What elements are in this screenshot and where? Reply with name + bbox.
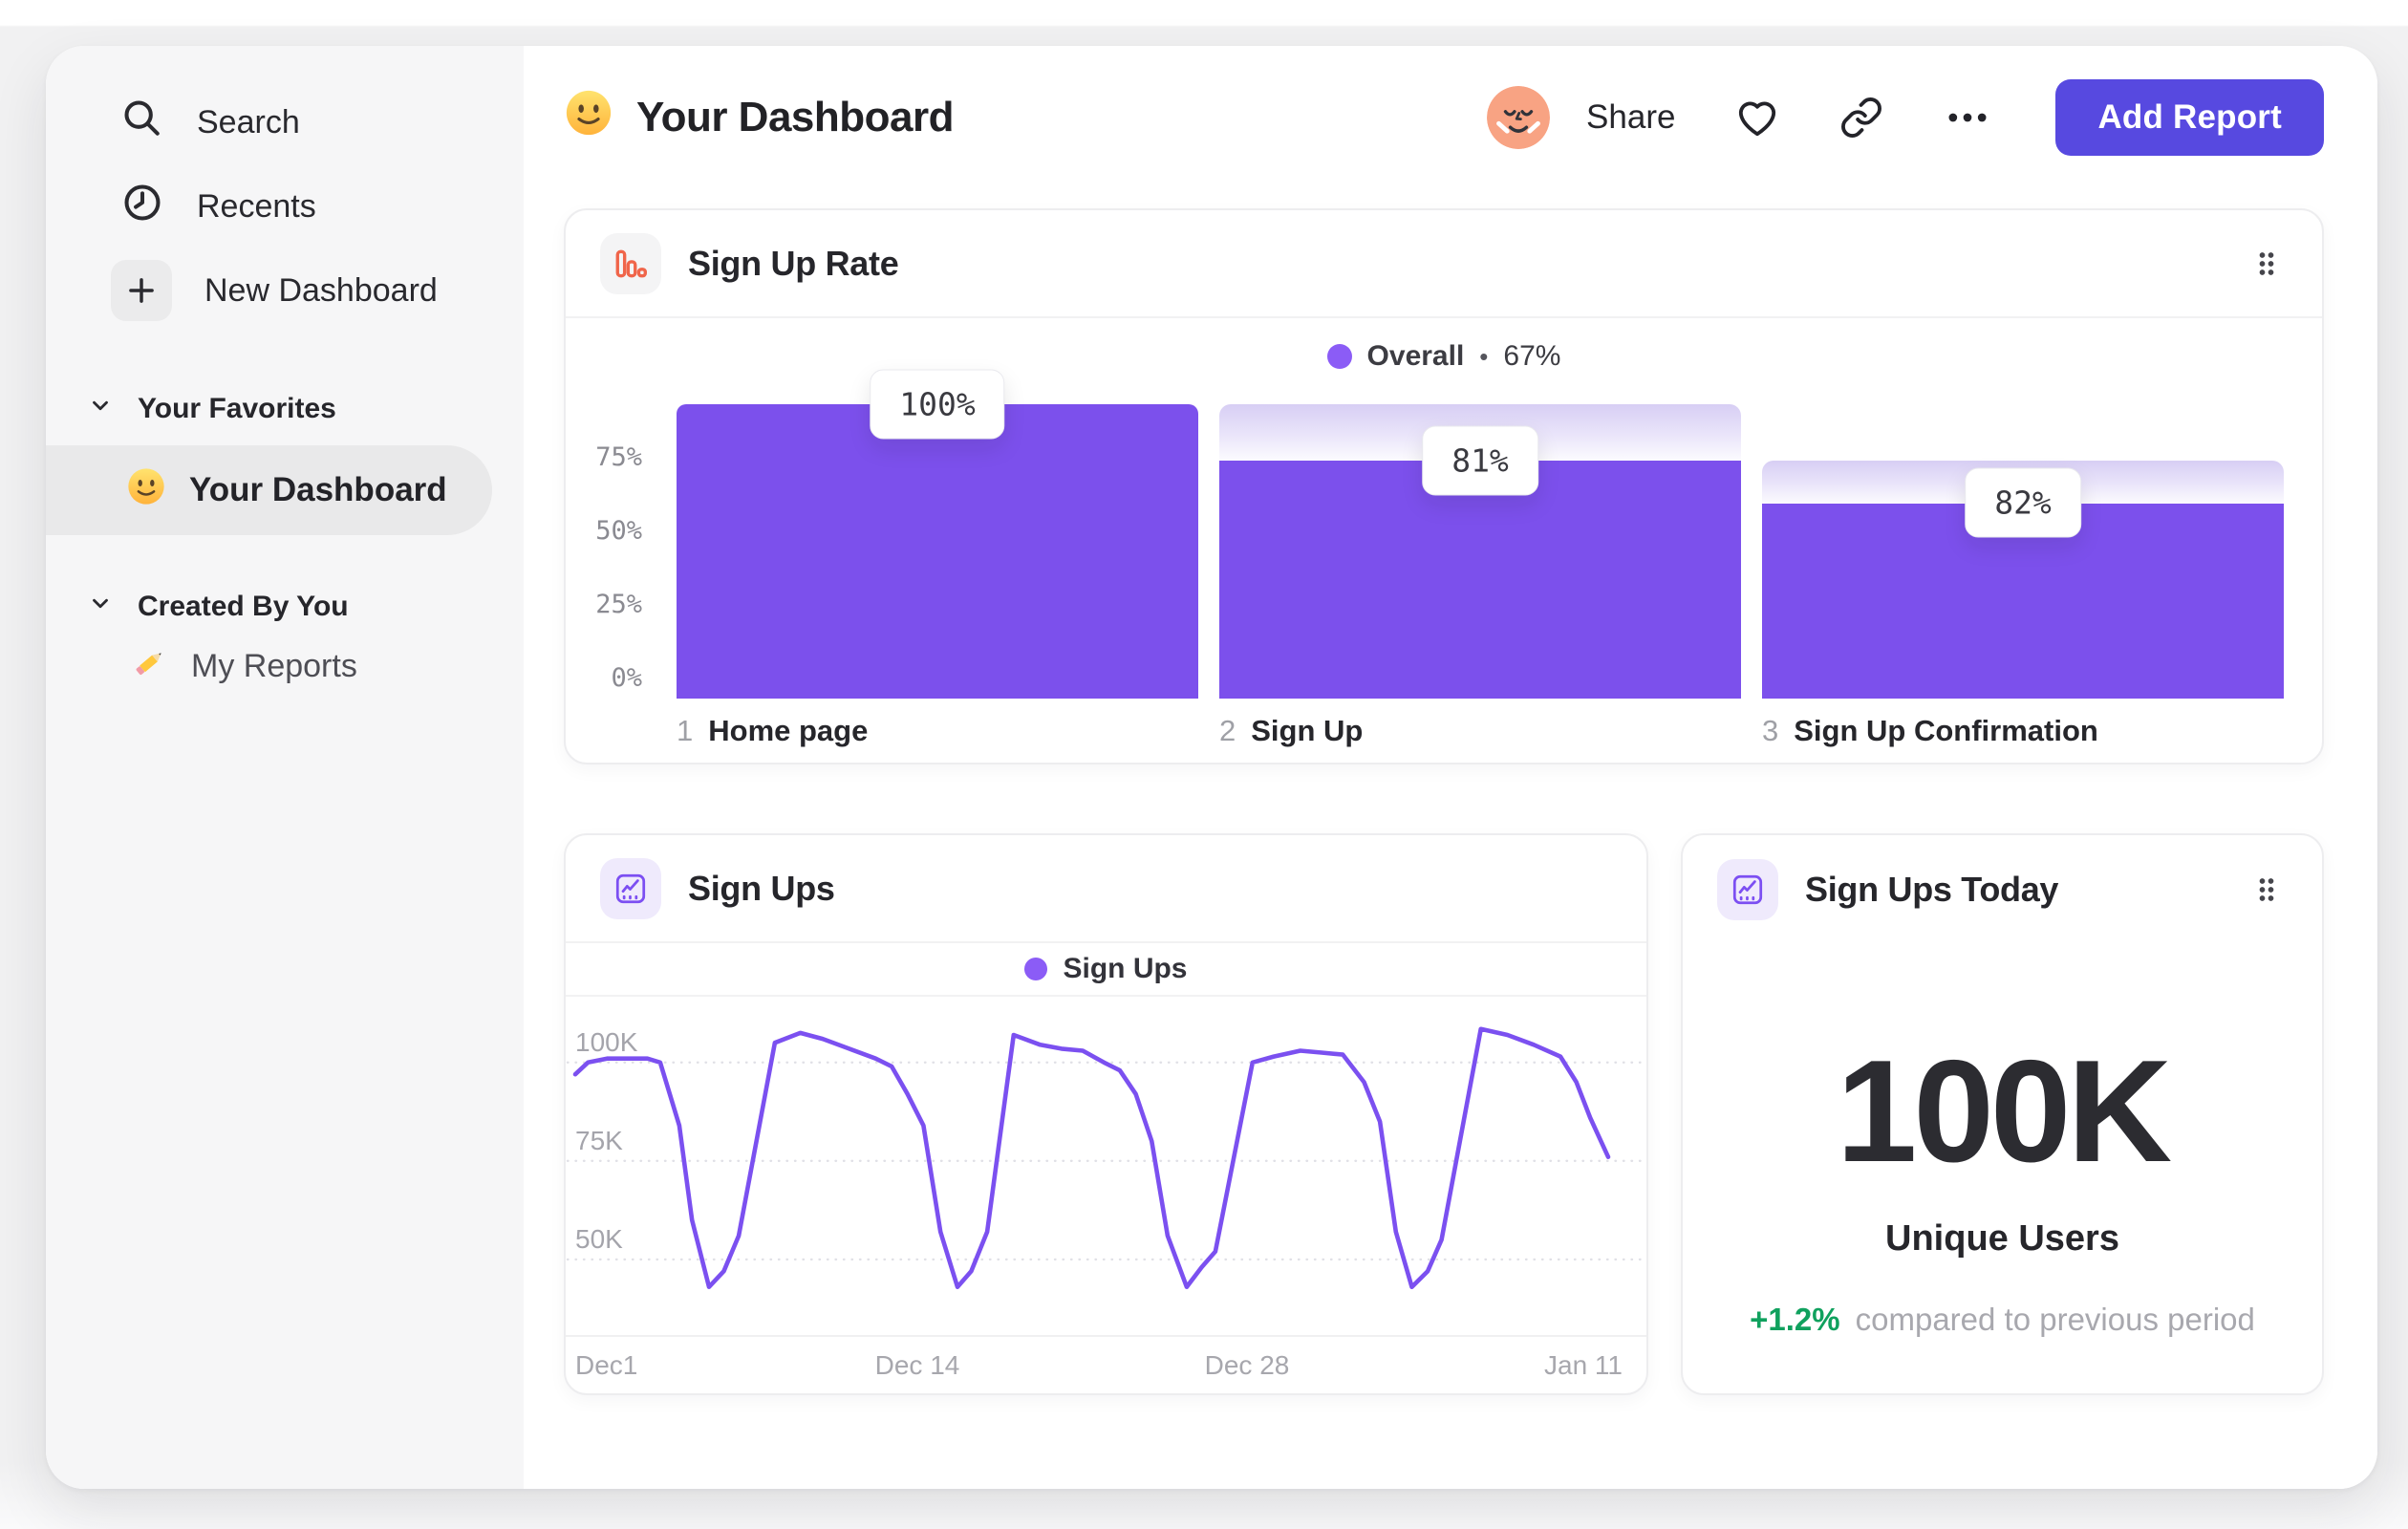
card-header: Sign Ups Today [1683, 835, 2322, 943]
pencil-emoji-icon [130, 642, 170, 691]
funnel-bar-group[interactable]: 100% [677, 369, 1198, 699]
ellipsis-icon [1948, 113, 1987, 122]
sidebar-item-label: Your Dashboard [189, 471, 447, 508]
topbar: Your Dashboard Share [564, 46, 2324, 189]
add-report-button[interactable]: Add Report [2055, 79, 2324, 156]
search-icon [120, 97, 164, 149]
sign-ups-series-line [572, 1026, 1611, 1290]
chevron-down-icon [88, 393, 113, 425]
avatar[interactable] [1487, 86, 1551, 149]
favorite-heart-button[interactable] [1734, 95, 1780, 140]
legend-value: 67% [1503, 340, 1561, 372]
line-chart-svg: 100K 75K 50K [566, 1026, 1646, 1290]
plus-icon [111, 260, 172, 321]
line-chart-icon [1717, 858, 1778, 920]
line-y-tick: 50K [575, 1224, 623, 1254]
line-y-tick: 100K [575, 1027, 638, 1057]
line-chart[interactable]: 100K 75K 50K [566, 997, 1646, 1335]
funnel-y-axis: 75% 50% 25% 0% [575, 404, 659, 699]
funnel-y-tick: 50% [595, 516, 642, 546]
funnel-tooltip: 100% [870, 369, 1005, 440]
sidebar-item-label: My Reports [191, 647, 357, 684]
drag-handle-icon[interactable] [2249, 247, 2284, 281]
funnel-bar[interactable] [677, 404, 1198, 699]
funnel-chart-icon [600, 232, 661, 294]
stat-value: 100K [1836, 1030, 2172, 1193]
card-header: Sign Up Rate [566, 210, 2322, 318]
section-label: Your Favorites [138, 393, 336, 424]
legend-dot [1326, 344, 1352, 369]
funnel-bar[interactable] [1219, 460, 1741, 699]
funnel-legend[interactable]: Overall • 67% [566, 339, 2322, 374]
section-label: Created By You [138, 591, 349, 622]
sidebar-item-new-dashboard[interactable]: New Dashboard [46, 248, 524, 333]
heart-icon [1739, 101, 1776, 137]
main-content: Your Dashboard Share [524, 46, 2377, 1489]
delta-badge: +1.2% [1750, 1302, 1840, 1337]
funnel-bar-group[interactable]: 81% [1219, 404, 1741, 699]
bottom-row: Sign Ups Sign Ups 100K 75K 50K Dec1 Dec 14 D… [564, 833, 2324, 1395]
sidebar-item-recents[interactable]: Recents [46, 164, 524, 248]
funnel-plot: 75% 50% 25% 0% 100% 81% 82% [595, 369, 2284, 699]
card-title: Sign Ups Today [1805, 869, 2059, 909]
sidebar-item-label: New Dashboard [204, 271, 438, 309]
funnel-bars: 100% 81% 82% [677, 369, 2284, 699]
sign-ups-card: Sign Ups Sign Ups 100K 75K 50K Dec1 Dec 14 D… [564, 833, 1648, 1395]
funnel-step-label: 1 Home page [677, 714, 869, 747]
funnel-step-label: 2 Sign Up [1219, 714, 1364, 747]
chevron-down-icon [88, 591, 113, 623]
more-options-button[interactable] [1943, 93, 1992, 142]
funnel-x-labels: 1 Home page 2 Sign Up 3 Sign Up Confirmation [677, 714, 2284, 748]
funnel-y-tick: 0% [611, 663, 642, 693]
line-x-tick: Dec1 [575, 1350, 638, 1380]
page-title: Your Dashboard [564, 88, 955, 148]
copy-link-button[interactable] [1839, 96, 1883, 140]
delta-note: compared to previous period [1855, 1302, 2255, 1337]
line-chart-icon [600, 857, 661, 919]
sign-ups-today-card: Sign Ups Today 100K Unique Users +1.2% c… [1681, 833, 2324, 1395]
sidebar-item-label: Recents [197, 187, 316, 225]
app-window: Search Recents New Dashboard [46, 46, 2377, 1489]
funnel-y-tick: 75% [595, 442, 642, 472]
smiley-emoji-icon [564, 88, 613, 148]
legend-dot [1024, 958, 1048, 980]
funnel-tooltip: 82% [1965, 467, 2081, 538]
card-title: Sign Ups [688, 868, 835, 908]
topbar-actions: Share Add Report [1487, 79, 2324, 156]
line-x-tick: Dec 14 [874, 1350, 960, 1380]
funnel-y-tick: 25% [595, 590, 642, 619]
stat-label: Unique Users [1885, 1218, 2119, 1259]
card-title: Sign Up Rate [688, 243, 899, 283]
funnel-tooltip: 81% [1422, 425, 1538, 496]
drag-handle-icon[interactable] [2249, 872, 2284, 907]
share-button[interactable]: Share [1586, 98, 1676, 136]
line-x-axis: Dec1 Dec 14 Dec 28 Jan 11 [566, 1335, 1646, 1393]
sidebar: Search Recents New Dashboard [46, 46, 524, 1489]
sign-up-rate-card: Sign Up Rate Overall • 67% 75% 50% 25% 0% 1… [564, 208, 2324, 764]
clock-icon [120, 181, 164, 233]
sidebar-item-your-dashboard-active[interactable]: Your Dashboard [46, 445, 492, 535]
stat-comparison: +1.2% compared to previous period [1683, 1302, 2322, 1338]
funnel-bar-group[interactable]: 82% [1762, 404, 2284, 699]
sidebar-section-your-favorites[interactable]: Your Favorites [46, 380, 524, 438]
sidebar-item-search[interactable]: Search [46, 80, 524, 164]
sidebar-section-created-by-you[interactable]: Created By You [46, 578, 524, 635]
sidebar-item-label: Search [197, 103, 300, 140]
line-x-tick: Jan 11 [1544, 1350, 1623, 1380]
line-legend[interactable]: Sign Ups [566, 943, 1646, 997]
sidebar-item-my-reports[interactable]: My Reports [46, 635, 524, 697]
line-y-tick: 75K [575, 1126, 623, 1155]
line-x-tick: Dec 28 [1204, 1350, 1290, 1380]
funnel-step-label: 3 Sign Up Confirmation [1762, 714, 2098, 747]
smiley-emoji-icon [126, 466, 166, 515]
card-header: Sign Ups [566, 835, 1646, 943]
link-icon [1841, 97, 1882, 138]
